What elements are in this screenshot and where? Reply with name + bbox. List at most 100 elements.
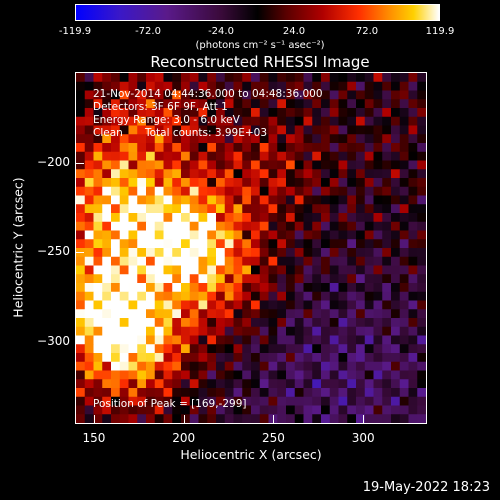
heatmap-cell (163, 125, 173, 135)
heatmap-cell (321, 73, 331, 83)
heatmap-cell (382, 344, 392, 354)
heatmap-cell (251, 291, 261, 301)
heatmap-cell (146, 414, 156, 423)
heatmap-cell (93, 405, 103, 415)
heatmap-cell (286, 396, 296, 406)
heatmap-cell (102, 388, 112, 398)
heatmap-cell (303, 248, 313, 258)
heatmap-cell (93, 265, 103, 275)
heatmap-cell (154, 256, 164, 266)
heatmap-cell (259, 134, 269, 144)
heatmap-cell (286, 151, 296, 161)
x-tick-label: 250 (261, 431, 285, 445)
heatmap-cell (321, 379, 331, 389)
heatmap-cell (347, 265, 357, 275)
heatmap-cell (408, 134, 418, 144)
heatmap-cell (364, 116, 374, 126)
heatmap-cell (163, 134, 173, 144)
heatmap-cell (233, 108, 243, 118)
heatmap-cell (207, 108, 217, 118)
heatmap-cell (111, 414, 121, 423)
heatmap-cell (146, 239, 156, 249)
heatmap-cell (294, 213, 304, 223)
heatmap-cell (128, 204, 138, 214)
heatmap-cell (93, 256, 103, 266)
heatmap-cell (356, 90, 366, 100)
heatmap-cell (382, 283, 392, 293)
heatmap-cell (76, 370, 86, 380)
heatmap-cell (373, 151, 383, 161)
heatmap-cell (198, 90, 208, 100)
heatmap-cell (391, 186, 401, 196)
heatmap-cell (408, 405, 418, 415)
heatmap-cell (111, 125, 121, 135)
heatmap-cell (294, 318, 304, 328)
heatmap-cell (172, 134, 182, 144)
heatmap-cell (207, 283, 217, 293)
heatmap-cell (303, 379, 313, 389)
heatmap-cell (93, 81, 103, 91)
heatmap-cell (181, 265, 191, 275)
heatmap-cell (93, 361, 103, 371)
heatmap-cell (356, 116, 366, 126)
heatmap-cell (198, 291, 208, 301)
heatmap-cell (102, 134, 112, 144)
heatmap-cell (76, 178, 86, 188)
heatmap-cell (321, 143, 331, 153)
heatmap-cell (303, 370, 313, 380)
heatmap-cell (111, 370, 121, 380)
heatmap-cell (277, 379, 287, 389)
heatmap-cell (242, 414, 252, 423)
heatmap-cell (408, 151, 418, 161)
heatmap-cell (172, 414, 182, 423)
heatmap-cell (137, 213, 147, 223)
heatmap-cell (102, 99, 112, 109)
heatmap-cell (163, 99, 173, 109)
heatmap-cell (399, 108, 409, 118)
heatmap-cell (216, 414, 226, 423)
heatmap-cell (207, 396, 217, 406)
heatmap-cell (111, 326, 121, 336)
heatmap-cell (198, 318, 208, 328)
heatmap-cell (128, 283, 138, 293)
heatmap-cell (189, 195, 199, 205)
heatmap-cell (303, 178, 313, 188)
heatmap-cell (391, 361, 401, 371)
heatmap-cell (233, 169, 243, 179)
heatmap-cell (216, 291, 226, 301)
heatmap-cell (251, 169, 261, 179)
heatmap-cell (259, 169, 269, 179)
heatmap-cell (399, 116, 409, 126)
heatmap-cell (268, 178, 278, 188)
heatmap-cell (417, 143, 426, 153)
heatmap-cell (399, 370, 409, 380)
y-axis-label: Heliocentric Y (arcsec) (10, 177, 26, 318)
heatmap-cell (181, 318, 191, 328)
heatmap-cell (242, 248, 252, 258)
heatmap-cell (312, 256, 322, 266)
heatmap-cell (382, 230, 392, 240)
heatmap-cell (119, 73, 129, 83)
heatmap-cell (286, 361, 296, 371)
annotation-time-range: 21-Nov-2014 04:44:36.000 to 04:48:36.000 (93, 88, 323, 100)
heatmap-cell (312, 81, 322, 91)
heatmap-cell (137, 221, 147, 231)
heatmap-cell (356, 309, 366, 319)
heatmap-cell (277, 361, 287, 371)
heatmap-cell (417, 81, 426, 91)
heatmap-cell (198, 151, 208, 161)
heatmap-cell (356, 99, 366, 109)
heatmap-cell (154, 291, 164, 301)
heatmap-cell (321, 116, 331, 126)
heatmap-cell (84, 248, 94, 258)
heatmap-cell (233, 283, 243, 293)
heatmap-cell (111, 361, 121, 371)
heatmap-cell (93, 73, 103, 83)
heatmap-cell (364, 335, 374, 345)
heatmap-cell (294, 248, 304, 258)
heatmap-cell (356, 204, 366, 214)
heatmap-cell (303, 344, 313, 354)
heatmap-cell (338, 230, 348, 240)
heatmap-cell (347, 125, 357, 135)
heatmap-cell (329, 309, 339, 319)
